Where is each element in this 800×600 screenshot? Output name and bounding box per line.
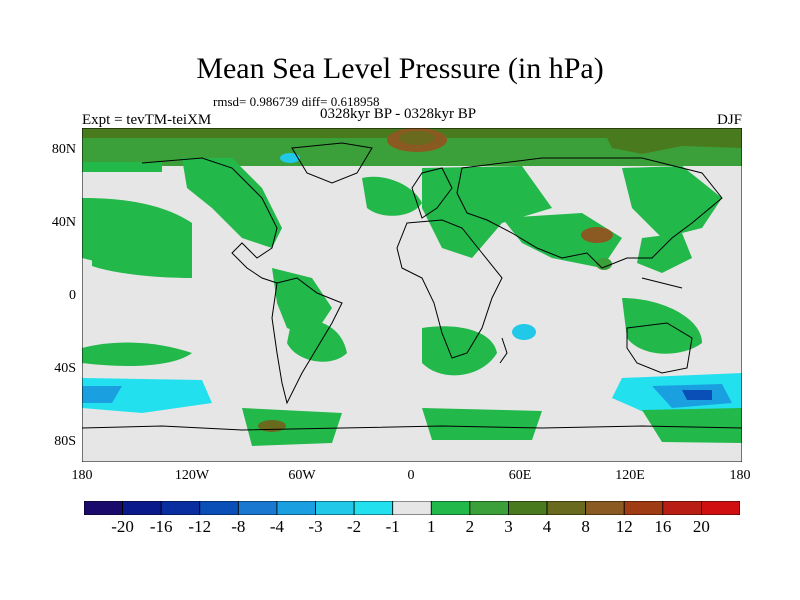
- season-label: DJF: [716, 112, 742, 128]
- colorbar-label: 2: [465, 517, 475, 536]
- colorbar-label: 16: [654, 517, 672, 536]
- lat-label-40n: 40N: [51, 215, 76, 230]
- lon-label-60e: 60E: [508, 468, 532, 483]
- chart-title: Mean Sea Level Pressure (in hPa): [196, 52, 604, 85]
- colorbar-swatch: [122, 501, 162, 515]
- period-text: 0328kyr BP - 0328kyr BP: [320, 106, 477, 122]
- lon-label-180w: 180: [71, 468, 93, 483]
- colorbar-label: -12: [188, 517, 212, 536]
- colorbar-swatch: [353, 501, 394, 515]
- colorbar-label: -1: [385, 517, 400, 536]
- colorbar-label: -20: [111, 517, 134, 536]
- colorbar-swatch: [430, 501, 471, 515]
- lat-label-80s: 80S: [54, 434, 76, 449]
- lon-label-0: 0: [407, 468, 415, 483]
- colorbar-swatch: [469, 501, 509, 515]
- colorbar-swatch: [508, 501, 548, 515]
- colorbar-label: 1: [427, 517, 436, 536]
- colorbar-swatch: [276, 501, 316, 515]
- lon-label-120w: 120W: [174, 468, 210, 483]
- colorbar-swatch: [237, 501, 278, 515]
- colorbar-swatch: [315, 501, 355, 515]
- experiment-label: Expt = tevTM-teiXM: [82, 112, 212, 128]
- colorbar-swatch: [623, 501, 664, 515]
- northern-anomalies: [82, 158, 722, 278]
- colorbar-label: 4: [542, 517, 552, 536]
- lat-label-0: 0: [69, 288, 76, 303]
- lon-label-120e: 120E: [615, 468, 645, 483]
- colorbar-label: -8: [231, 517, 246, 536]
- colorbar-swatch: [546, 501, 587, 515]
- colorbar-swatch: [84, 501, 123, 515]
- pressure-map: [82, 128, 742, 462]
- colorbar: [84, 501, 740, 515]
- colorbar-label: -2: [347, 517, 362, 536]
- colorbar-label: -3: [308, 517, 323, 536]
- lon-label-60w: 60W: [288, 468, 316, 483]
- coastlines: [82, 142, 742, 431]
- colorbar-swatch: [662, 501, 702, 515]
- colorbar-label: 20: [692, 517, 710, 536]
- lat-label-80n: 80N: [51, 142, 76, 157]
- colorbar-label: 8: [581, 517, 590, 536]
- colorbar-swatch: [585, 501, 625, 515]
- colorbar-label: -16: [149, 517, 173, 536]
- colorbar-swatch: [199, 501, 239, 515]
- colorbar-swatch: [160, 501, 201, 515]
- lon-label-180e: 180: [729, 468, 751, 483]
- lat-label-40s: 40S: [54, 361, 76, 376]
- colorbar-label: -4: [269, 517, 285, 536]
- colorbar-swatch: [701, 501, 740, 515]
- colorbar-label: 12: [615, 517, 633, 536]
- arctic-anomaly-band: [82, 128, 742, 172]
- stats-text: rmsd= 0.986739 diff= 0.618958: [213, 94, 380, 109]
- colorbar-label: 3: [504, 517, 513, 536]
- colorbar-swatch: [392, 501, 432, 515]
- southern-anomalies: [82, 268, 742, 446]
